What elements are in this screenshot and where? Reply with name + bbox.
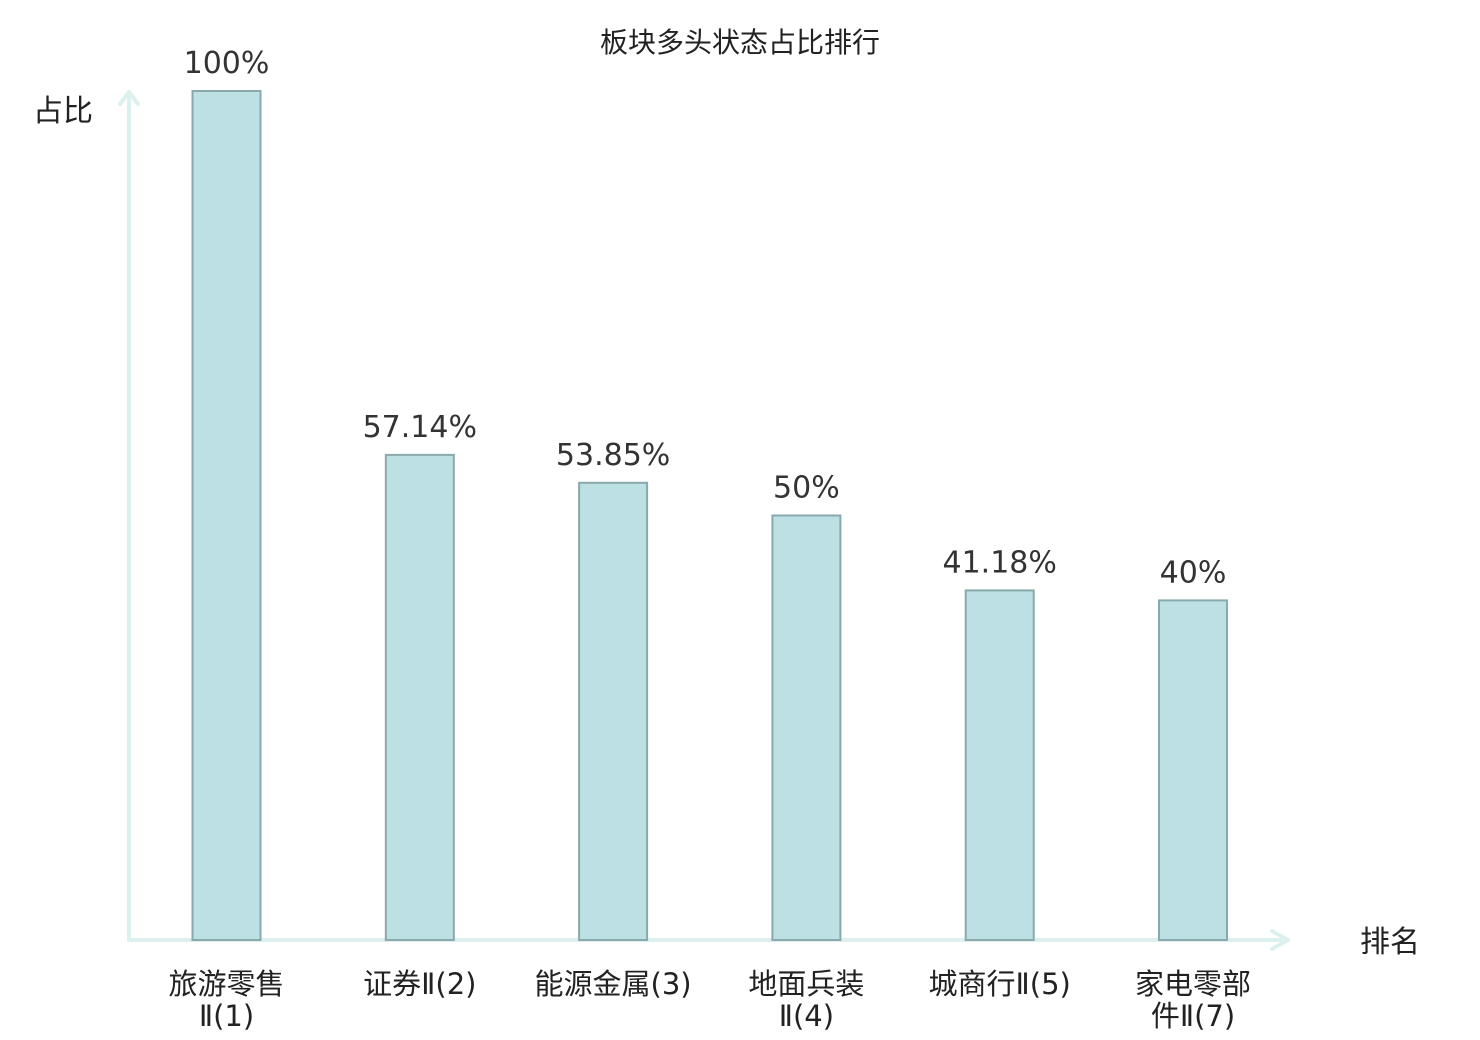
chart-title: 板块多头状态占比排行 bbox=[600, 26, 880, 59]
category-label-6-line-2: 件Ⅱ(7) bbox=[1151, 999, 1235, 1033]
y-axis-arrow bbox=[118, 90, 140, 106]
value-labels-group: 100% 57.14% 53.85% 50% 41.18% 40% bbox=[184, 46, 1227, 590]
category-label-1: 旅游零售 Ⅱ(1) bbox=[168, 967, 284, 1033]
category-label-4: 地面兵装 Ⅱ(4) bbox=[748, 967, 864, 1033]
bars-group bbox=[191, 90, 1228, 942]
axes bbox=[118, 90, 1290, 951]
bar-2 bbox=[384, 453, 455, 941]
bar-3 bbox=[578, 481, 649, 941]
category-label-3: 能源金属(3) bbox=[535, 967, 692, 1001]
category-label-3-line-1: 能源金属(3) bbox=[535, 967, 692, 1001]
bar-1 bbox=[191, 90, 262, 941]
bar-4 bbox=[771, 514, 842, 941]
category-label-2-line-1: 证券Ⅱ(2) bbox=[363, 967, 476, 1001]
y-axis-label: 占比 bbox=[33, 94, 93, 129]
category-label-1-line-1: 旅游零售 bbox=[168, 967, 284, 1001]
category-label-5-line-1: 城商行Ⅱ(5) bbox=[929, 967, 1071, 1001]
category-label-2: 证券Ⅱ(2) bbox=[363, 967, 476, 1001]
category-labels-group: 旅游零售 Ⅱ(1) 证券Ⅱ(2) 能源金属(3) 地面兵装 Ⅱ(4) 城商行Ⅱ(5) 家电零部… bbox=[168, 967, 1251, 1033]
category-label-5: 城商行Ⅱ(5) bbox=[929, 967, 1071, 1001]
value-label-2: 57.14% bbox=[363, 410, 477, 445]
x-axis-label: 排名 bbox=[1360, 925, 1420, 960]
bar-6 bbox=[1158, 599, 1228, 942]
bar-5 bbox=[964, 589, 1035, 942]
category-label-6: 家电零部件Ⅱ(7) bbox=[1135, 967, 1251, 1033]
category-label-4-line-1: 地面兵装 bbox=[748, 967, 864, 1001]
category-label-6-line-1: 家电零部 bbox=[1135, 967, 1251, 1001]
category-label-4-line-2: Ⅱ(4) bbox=[779, 999, 834, 1033]
value-label-5: 41.18% bbox=[943, 545, 1057, 580]
value-label-1: 100% bbox=[184, 46, 270, 81]
value-label-3: 53.85% bbox=[556, 438, 670, 473]
category-label-1-line-2: Ⅱ(1) bbox=[199, 999, 254, 1033]
value-label-6: 40% bbox=[1160, 555, 1227, 590]
x-axis-arrow bbox=[1270, 929, 1290, 951]
value-label-4: 50% bbox=[773, 471, 840, 506]
